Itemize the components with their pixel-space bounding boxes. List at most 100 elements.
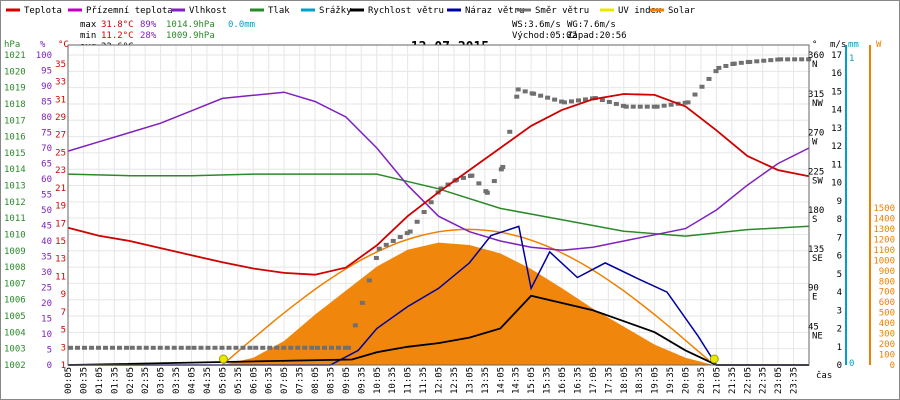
direction-mark — [68, 345, 73, 350]
tick-dir-deg: 270 — [808, 129, 824, 139]
stat-sunrise: Východ:05:02 — [512, 31, 577, 41]
tick-x: 14:35 — [512, 367, 522, 394]
tick-ms: 1 — [837, 343, 842, 353]
stat-min-press: 1009.9hPa — [166, 31, 215, 41]
tick-x: 02:05 — [126, 367, 136, 394]
direction-mark — [428, 200, 434, 205]
tick-x: 08:05 — [311, 367, 321, 394]
tick-dir-name: S — [812, 215, 817, 225]
series-lines — [67, 91, 810, 366]
tick-x: 01:35 — [110, 367, 120, 394]
direction-mark — [613, 101, 619, 106]
direction-mark — [274, 345, 280, 350]
tick-x: 12:05 — [435, 367, 445, 394]
stat-min-label: min — [80, 31, 96, 41]
direction-mark — [599, 98, 605, 103]
tick-pct: 0 — [47, 361, 52, 371]
tick-x: 02:35 — [141, 367, 151, 394]
tick-ms: 11 — [831, 160, 842, 170]
direction-mark — [469, 173, 475, 178]
wind-direction-layer — [68, 57, 812, 350]
legend-label: Přízemní teplota — [86, 6, 173, 16]
tick-dir-name: NW — [812, 99, 823, 109]
direction-mark — [96, 345, 101, 350]
tick-temp: 33 — [55, 78, 66, 88]
temperature-line — [67, 93, 810, 276]
direction-mark — [498, 167, 504, 172]
direction-mark — [205, 345, 211, 350]
tick-x: 10:35 — [388, 367, 398, 394]
legend-label: UV index — [618, 6, 662, 16]
direction-mark — [383, 242, 389, 247]
tick-x: 11:35 — [419, 367, 429, 394]
tick-pct: 60 — [41, 175, 52, 185]
direction-mark — [522, 89, 528, 94]
direction-mark — [233, 345, 239, 350]
tick-ms: 15 — [831, 87, 842, 97]
direction-mark — [590, 96, 595, 101]
tick-x: 22:35 — [759, 367, 769, 394]
tick-hpa: 1008 — [4, 263, 26, 273]
axis-title-hpa: hPa — [4, 40, 20, 50]
tick-x: 03:35 — [172, 367, 182, 394]
tick-hpa: 1007 — [4, 279, 26, 289]
tick-x: 16:35 — [573, 367, 583, 394]
tick-x: 05:05 — [218, 367, 228, 394]
direction-mark — [706, 76, 712, 81]
axis-title-w: W — [876, 40, 882, 50]
tick-pct: 45 — [41, 222, 52, 232]
tick-x: 20:35 — [697, 367, 707, 394]
direction-mark — [692, 92, 698, 97]
tick-pct: 15 — [41, 315, 52, 325]
direction-mark — [124, 345, 129, 350]
tick-x: 16:05 — [558, 367, 568, 394]
direction-mark — [397, 235, 403, 240]
tick-ms: 16 — [831, 69, 842, 79]
tick-hpa: 1019 — [4, 84, 26, 94]
stat-sunset: Západ:20:56 — [567, 31, 627, 41]
stat-max-press: 1014.9hPa — [166, 20, 215, 30]
tick-w: 1300 — [873, 225, 895, 235]
legend: Teplota Přízemní teplota Vlhkost Tlak Srážky… — [6, 6, 696, 16]
tick-w: 1100 — [873, 246, 895, 256]
tick-x: 08:35 — [326, 367, 336, 394]
direction-mark — [110, 345, 115, 350]
tick-x: 01:05 — [95, 367, 105, 394]
tick-x: 12:35 — [450, 367, 460, 394]
tick-w: 0 — [890, 361, 895, 371]
tick-pct: 10 — [41, 330, 52, 340]
tick-dir-name: SW — [812, 176, 823, 186]
tick-hpa: 1021 — [4, 51, 26, 61]
direction-mark — [731, 61, 737, 66]
tick-ms: 17 — [831, 51, 842, 61]
direction-mark — [716, 65, 722, 70]
direction-mark — [569, 99, 574, 104]
direction-mark — [302, 345, 308, 350]
stat-wind-speed: WS:3.6m/s — [512, 20, 561, 30]
direction-mark — [260, 345, 266, 350]
tick-temp: 23 — [55, 166, 66, 176]
tick-dir-deg: 90 — [808, 284, 819, 294]
tick-x: 07:05 — [280, 367, 290, 394]
direction-mark — [373, 255, 379, 260]
tick-ms: 7 — [837, 233, 842, 243]
legend-label: Směr větru — [535, 6, 589, 16]
axis-x-label: čas — [816, 370, 832, 381]
tick-pct: 5 — [47, 346, 52, 356]
direction-mark — [164, 345, 170, 350]
tick-temp: 15 — [55, 237, 66, 247]
direction-mark — [559, 99, 565, 104]
tick-hpa: 1020 — [4, 67, 26, 77]
tick-temp: 35 — [55, 60, 66, 70]
direction-mark — [623, 104, 629, 109]
direction-mark — [606, 99, 612, 104]
direction-mark — [376, 246, 382, 251]
direction-mark — [404, 231, 410, 236]
tick-x: 04:35 — [203, 367, 213, 394]
direction-mark — [723, 63, 729, 68]
direction-mark — [754, 59, 760, 64]
tick-temp: 29 — [55, 113, 66, 123]
direction-mark — [778, 57, 784, 62]
tick-pct: 75 — [41, 129, 52, 139]
tick-x: 00:35 — [79, 367, 89, 394]
